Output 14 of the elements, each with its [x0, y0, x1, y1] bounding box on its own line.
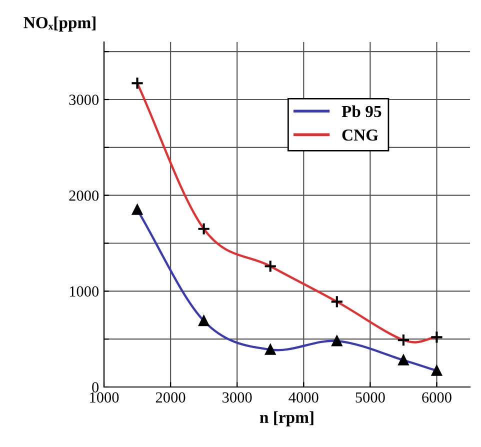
legend-label: CNG	[342, 129, 378, 141]
x-tick-label: 5000	[356, 392, 385, 403]
x-tick-label: 1000	[90, 392, 119, 403]
y-axis-title: NOₓ[ppm]	[24, 16, 96, 32]
x-axis-title: n [rpm]	[260, 411, 314, 426]
y-tick-label: 2000	[69, 190, 99, 201]
y-tick-label: 3000	[69, 94, 99, 105]
y-tick-label: 0	[92, 382, 99, 392]
x-tick-label: 3000	[222, 392, 252, 403]
y-tick-label: 1000	[70, 286, 99, 297]
x-tick-label: 6000	[422, 392, 452, 403]
x-tick-label: 4000	[288, 392, 318, 403]
x-tick-label: 2000	[156, 392, 186, 403]
legend-label: Pb 95	[342, 105, 382, 118]
